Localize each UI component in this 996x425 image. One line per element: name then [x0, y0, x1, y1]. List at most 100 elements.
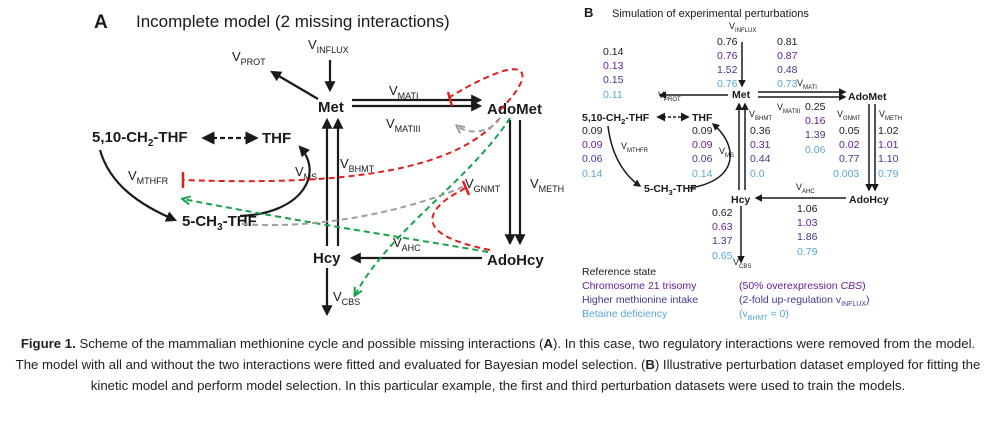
- values-bhmt: 0.36 0.31 0.44 0.0: [750, 125, 771, 180]
- b-flux-ahc-label: VAHC: [796, 182, 815, 195]
- panel-a-inhibitions: [182, 68, 524, 251]
- panel-b-values: 0.14 0.13 0.15 0.11 0.76 0.76 1.52 0.76 …: [582, 36, 899, 262]
- inhibition-bar-mati: [446, 91, 454, 107]
- flux-ahc-label: VAHC: [393, 235, 421, 253]
- legend-trisomy-note: (50% overexpression CBS): [739, 280, 866, 292]
- panel-b-letter: B: [584, 5, 593, 20]
- value-mthfr-trisomy: 0.09: [582, 139, 603, 151]
- b-flux-bhmt-label: VBHMT: [749, 109, 772, 122]
- flux-mthfr-label: VMTHFR: [128, 168, 169, 186]
- caption-panel-b-ref: B: [645, 357, 655, 372]
- value-influx-methionine: 1.52: [717, 64, 738, 76]
- panel-a-letter: A: [94, 12, 108, 33]
- caption-part-1: Scheme of the mammalian methionine cycle…: [75, 336, 544, 351]
- node-methyl-thf: 5-CH3-THF: [182, 213, 257, 233]
- value-bhmt-trisomy: 0.31: [750, 139, 771, 151]
- value-meth-reference: 1.02: [878, 125, 899, 137]
- values-influx: 0.76 0.76 1.52 0.76: [717, 36, 738, 90]
- value-cbs-methionine: 1.37: [712, 235, 733, 247]
- flux-influx-label: VINFLUX: [308, 37, 349, 55]
- activation-adohcy-mthfr: [183, 199, 489, 253]
- node-adohcy: AdoHcy: [487, 252, 544, 269]
- value-cbs-betaine: 0.65: [712, 250, 733, 262]
- value-cbs-reference: 0.62: [712, 207, 733, 219]
- b-node-met: Met: [732, 89, 751, 101]
- value-matiii-methionine: 1.39: [805, 129, 826, 141]
- b-flux-mati-label: VMATI: [797, 78, 817, 91]
- value-gnmt-methionine: 0.77: [839, 153, 860, 165]
- value-matiii-betaine: 0.06: [805, 144, 826, 156]
- b-flux-influx-label: VINFLUX: [729, 21, 756, 34]
- value-ms-methionine: 0.06: [692, 153, 713, 165]
- value-mati-trisomy: 0.87: [777, 50, 798, 62]
- caption-panel-a-ref: A: [543, 336, 553, 351]
- panel-b-title: Simulation of experimental perturbations: [612, 8, 809, 20]
- value-meth-methionine: 1.10: [878, 153, 899, 165]
- inhibition-adohcy-gnmt: [431, 187, 491, 251]
- value-gnmt-reference: 0.05: [839, 125, 860, 137]
- node-hcy: Hcy: [313, 250, 341, 267]
- panel-a-reactions: [98, 60, 526, 317]
- panel-b: B Simulation of experimental perturbatio…: [582, 5, 902, 322]
- b-node-adomet: AdoMet: [848, 91, 887, 103]
- panel-a-missing: [241, 117, 501, 227]
- b-flux-cbs-label: VCBS: [733, 257, 751, 270]
- missing-adomet-matiii: [457, 117, 501, 132]
- b-flux-prot-label: VPROT: [658, 90, 681, 103]
- caption-part-3: ) Illustrative perturbation dataset empl…: [90, 357, 981, 393]
- value-bhmt-methionine: 0.44: [750, 153, 771, 165]
- b-arrow-mthfr: [607, 125, 642, 187]
- value-meth-betaine: 0.79: [878, 168, 899, 180]
- value-influx-trisomy: 0.76: [717, 50, 738, 62]
- arrow-mthfr: [98, 149, 178, 222]
- value-ms-reference: 0.09: [692, 125, 713, 137]
- b-node-adohcy: AdoHcy: [849, 194, 889, 206]
- values-matiii: 0.25 0.16 1.39 0.06: [805, 101, 826, 156]
- b-node-methyl-thf: 5-CH3-THF: [644, 183, 697, 197]
- inhibition-bar-gnmt: [461, 180, 471, 196]
- panel-b-legend: Reference state Chromosome 21 trisomy (5…: [582, 266, 870, 322]
- flux-gnmt-label: VGNMT: [465, 176, 501, 194]
- value-matiii-trisomy: 0.16: [805, 115, 826, 127]
- values-mati: 0.81 0.87 0.48 0.73: [777, 36, 798, 90]
- value-mthfr-betaine: 0.14: [582, 168, 603, 180]
- value-gnmt-betaine: 0.003: [833, 168, 859, 180]
- flux-meth-label: VMETH: [530, 176, 564, 194]
- flux-prot-label: VPROT: [232, 49, 266, 67]
- value-bhmt-betaine: 0.0: [750, 168, 765, 180]
- flux-ms-label: VMS: [295, 164, 317, 182]
- b-node-hcy: Hcy: [731, 194, 750, 206]
- value-ahc-reference: 1.06: [797, 203, 818, 215]
- value-meth-trisomy: 1.01: [878, 139, 899, 151]
- values-ms: 0.09 0.09 0.06 0.14: [692, 125, 713, 180]
- figure-diagram: A Incomplete model (2 missing interactio…: [92, 5, 902, 322]
- values-gnmt: 0.05 0.02 0.77 0.003: [833, 125, 860, 180]
- figure-caption: Figure 1. Scheme of the mammalian methio…: [12, 333, 984, 396]
- value-mthfr-reference: 0.09: [582, 125, 603, 137]
- value-mthfr-methionine: 0.06: [582, 153, 603, 165]
- b-flux-mthfr-label: VMTHFR: [621, 141, 649, 154]
- values-mthfr: 0.09 0.09 0.06 0.14: [582, 125, 603, 180]
- value-mati-reference: 0.81: [777, 36, 798, 48]
- legend-methionine-note: (2-fold up-regulation vINFLUX): [739, 294, 870, 308]
- value-ahc-betaine: 0.79: [797, 246, 818, 258]
- missing-methylthf-gnmt: [241, 185, 466, 227]
- legend-methionine: Higher methionine intake: [582, 294, 698, 306]
- arrow-prot: [270, 70, 319, 100]
- node-methylene-thf: 5,10-CH2-THF: [92, 129, 188, 149]
- values-cbs: 0.62 0.63 1.37 0.65: [712, 207, 733, 262]
- value-mati-betaine: 0.73: [777, 78, 798, 90]
- legend-betaine-note: (vBHMT = 0): [739, 308, 789, 322]
- flux-cbs-label: VCBS: [333, 289, 360, 307]
- value-prot-betaine: 0.11: [603, 89, 623, 101]
- node-adomet: AdoMet: [487, 101, 542, 118]
- value-prot-trisomy: 0.13: [603, 60, 624, 72]
- panel-b-flux-labels: VINFLUX VPROT VMATI VMATIII VBHMT VMS VM…: [621, 21, 902, 270]
- flux-matiii-label: VMATIII: [386, 116, 421, 134]
- panel-a-activations: [183, 117, 511, 295]
- b-flux-matiii-label: VMATIII: [777, 102, 801, 115]
- value-influx-betaine: 0.76: [717, 78, 738, 90]
- panel-a: A Incomplete model (2 missing interactio…: [92, 12, 564, 317]
- legend-trisomy: Chromosome 21 trisomy: [582, 280, 697, 292]
- value-prot-methionine: 0.15: [603, 74, 624, 86]
